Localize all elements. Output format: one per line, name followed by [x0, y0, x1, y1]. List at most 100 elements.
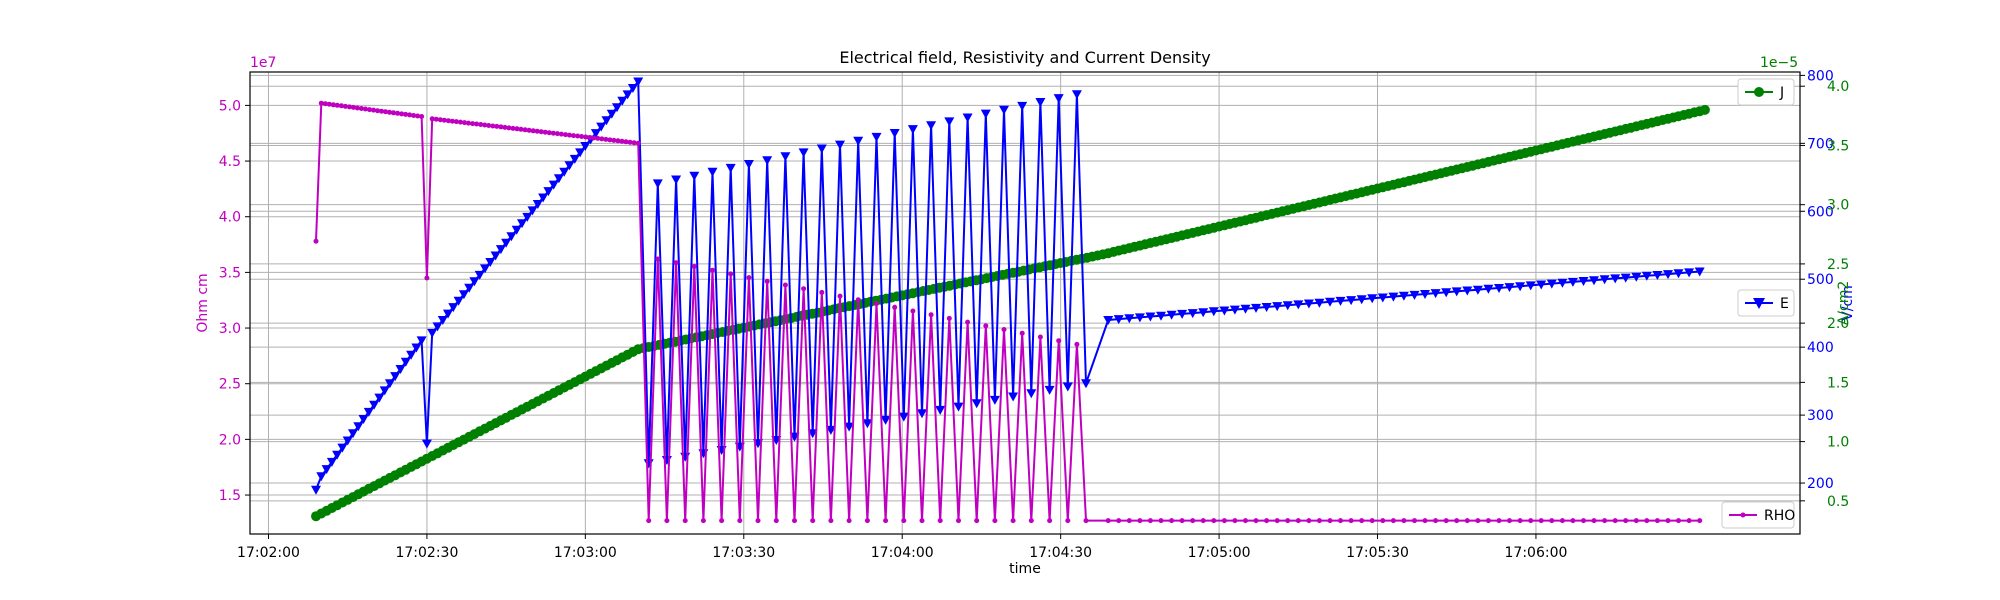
rho-point [395, 110, 401, 116]
e-point [1567, 277, 1578, 287]
rho-point [874, 301, 879, 307]
rho-point [1433, 518, 1439, 524]
e-point [353, 422, 364, 432]
rho-point [1602, 518, 1608, 524]
e-point [511, 225, 522, 235]
rho-point [419, 114, 425, 119]
e-point [825, 425, 836, 435]
series-layer [311, 77, 1710, 524]
rho-tick-label: 4.5 [219, 154, 241, 170]
rho-point [764, 278, 770, 284]
legend-rho-label: RHO [1764, 508, 1795, 524]
e-point [1219, 306, 1230, 316]
rho-point [587, 135, 593, 140]
rho-point [1137, 518, 1143, 524]
rho-point [498, 124, 504, 130]
rho-point [453, 119, 459, 125]
e-point [1494, 284, 1504, 293]
rho-point [375, 108, 380, 114]
rho-point [1369, 518, 1375, 524]
rho-point [1644, 518, 1650, 524]
x-tick-label: 17:03:30 [712, 545, 775, 561]
e-point [490, 251, 501, 261]
e-point [311, 485, 321, 495]
rho-point [974, 518, 980, 524]
rho-point [819, 289, 825, 295]
rho-tick-label: 4.0 [219, 210, 241, 226]
rho-point [330, 102, 336, 108]
rho-point [391, 110, 396, 116]
rho-point [449, 118, 455, 124]
rho-point [1083, 518, 1089, 524]
e-point [421, 439, 432, 449]
e-point [1156, 311, 1166, 321]
e-point [1388, 292, 1399, 302]
j-tick-label: 2.0 [1827, 316, 1849, 332]
e-point [1325, 297, 1335, 307]
e-point [889, 129, 900, 138]
rho-point [334, 102, 340, 108]
e-point [1335, 296, 1346, 306]
rho-point [1232, 518, 1238, 524]
legend-j-marker [1754, 87, 1764, 97]
e-point [689, 171, 700, 181]
plot-frame [249, 71, 1801, 535]
e-point [816, 144, 827, 154]
rho-point [318, 100, 324, 106]
rho-point [1507, 518, 1512, 524]
e-point [999, 105, 1009, 115]
rho-point [1047, 518, 1053, 524]
e-point [1610, 274, 1621, 284]
e-point [1187, 309, 1198, 319]
rho-point [728, 271, 734, 277]
rho-point [1464, 518, 1470, 524]
e-point [342, 436, 353, 446]
rho-point [607, 137, 613, 143]
e-point [652, 179, 663, 189]
rho-point [538, 129, 544, 135]
rho-point [424, 275, 430, 281]
e-point [469, 277, 480, 287]
e-point [1177, 309, 1188, 319]
rho-point [1591, 518, 1597, 524]
rho-point [1169, 518, 1175, 524]
j-tick-label: 4.0 [1827, 79, 1849, 95]
rho-tick-label: 3.5 [219, 265, 241, 281]
rho-point [579, 134, 585, 139]
e-point [1652, 271, 1663, 280]
rho-point [1348, 518, 1354, 524]
rho-point [526, 127, 532, 133]
e-point [1208, 307, 1219, 317]
axes: 17:02:00 17:02:30 17:03:00 17:03:30 17:04:00… [219, 68, 1850, 561]
e-point [548, 180, 559, 190]
e-point [1035, 98, 1046, 107]
rho-point [892, 304, 898, 310]
legend-rho-marker [1740, 512, 1746, 518]
rho-point [737, 518, 743, 524]
rho-point [1581, 518, 1586, 524]
e-tick-label: 800 [1807, 68, 1834, 84]
rho-point [1010, 518, 1016, 524]
e-point [617, 96, 628, 106]
rho-point [490, 123, 496, 129]
e-point [633, 77, 644, 87]
e-point [569, 154, 580, 164]
rho-point [387, 109, 392, 115]
rho-point [623, 139, 629, 145]
rho-point [837, 293, 843, 299]
e-point [337, 443, 348, 453]
rho-point [563, 132, 568, 138]
j-axis-title: A/cm2 [1836, 281, 1852, 326]
e-point [1578, 277, 1589, 286]
e-point [1525, 281, 1536, 291]
e-point [989, 395, 1000, 405]
e-point [564, 161, 575, 171]
rho-point [1316, 518, 1322, 524]
e-point [1409, 290, 1420, 300]
e-point [1251, 303, 1261, 313]
e-point [453, 296, 464, 306]
legend-e-marker [1753, 298, 1765, 309]
rho-point [615, 138, 621, 144]
rho-point [470, 121, 476, 127]
